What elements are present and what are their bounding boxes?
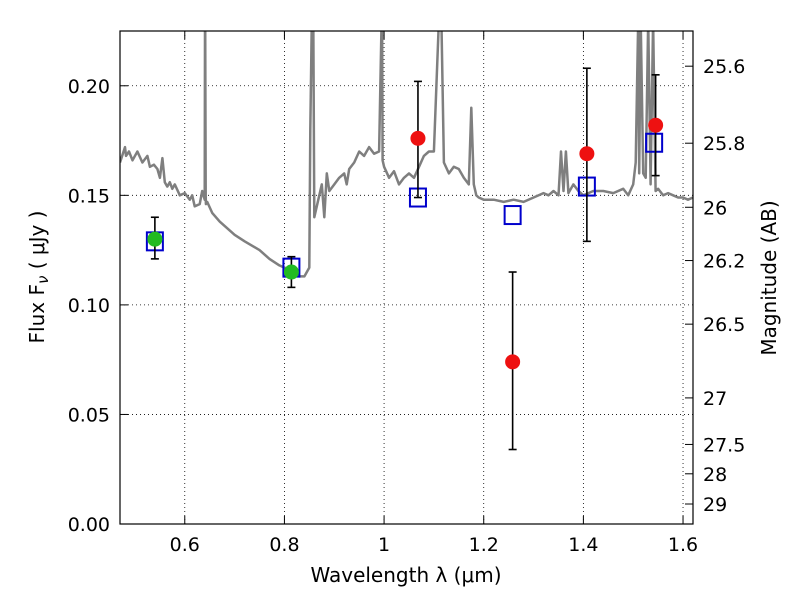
model-photometry-square <box>503 205 522 226</box>
y-axis-label: Flux Fν ( μJy ) <box>25 211 52 344</box>
plot-frame <box>119 30 694 525</box>
faint-data-point <box>410 130 426 146</box>
axis-ticks: 0.6 0.8 1 1.2 1.4 1.6 0.00 0.05 0.10 0.15 0.20 25.6… <box>68 31 745 556</box>
faint-data-point <box>579 146 595 162</box>
y2-tick-label: 27.5 <box>703 434 745 456</box>
model-photometry-square <box>645 132 664 153</box>
x-tick-label: 1.2 <box>469 534 499 556</box>
detected-data-point <box>283 264 299 280</box>
y-tick-label: 0.00 <box>68 514 110 536</box>
y2-tick-label: 25.8 <box>703 133 745 155</box>
y2-axis-label: Magnitude (AB) <box>757 200 781 355</box>
y-axis-label-text: Flux F <box>25 284 49 343</box>
y-tick-label: 0.15 <box>68 185 110 207</box>
marker-layer <box>145 67 664 451</box>
y2-tick-label: 28 <box>703 464 727 486</box>
y-axis-label-unit: ( μJy ) <box>25 211 49 276</box>
y2-tick-label: 26.5 <box>703 314 745 336</box>
x-axis-label: Wavelength λ (μm) <box>310 563 501 587</box>
y2-tick-label: 27 <box>703 388 727 410</box>
detected-data-point <box>147 231 163 247</box>
x-tick-label: 0.6 <box>170 534 200 556</box>
y-tick-label: 0.20 <box>68 76 110 98</box>
y2-tick-label: 26.2 <box>703 251 745 273</box>
y2-tick-label: 29 <box>703 494 727 516</box>
x-tick-label: 1.4 <box>568 534 598 556</box>
y2-tick-label: 25.6 <box>703 56 745 78</box>
y-axis-label-subscript: ν <box>34 276 52 284</box>
spectrum-line <box>120 31 693 278</box>
plot-area <box>120 31 693 278</box>
x-tick-label: 1 <box>378 534 390 556</box>
y-tick-label: 0.05 <box>68 404 110 426</box>
faint-data-point <box>505 354 521 370</box>
y-tick-label: 0.10 <box>68 295 110 317</box>
faint-data-point <box>648 117 664 133</box>
x-tick-label: 0.8 <box>269 534 299 556</box>
y2-tick-label: 26 <box>703 197 727 219</box>
x-tick-label: 1.6 <box>668 534 698 556</box>
